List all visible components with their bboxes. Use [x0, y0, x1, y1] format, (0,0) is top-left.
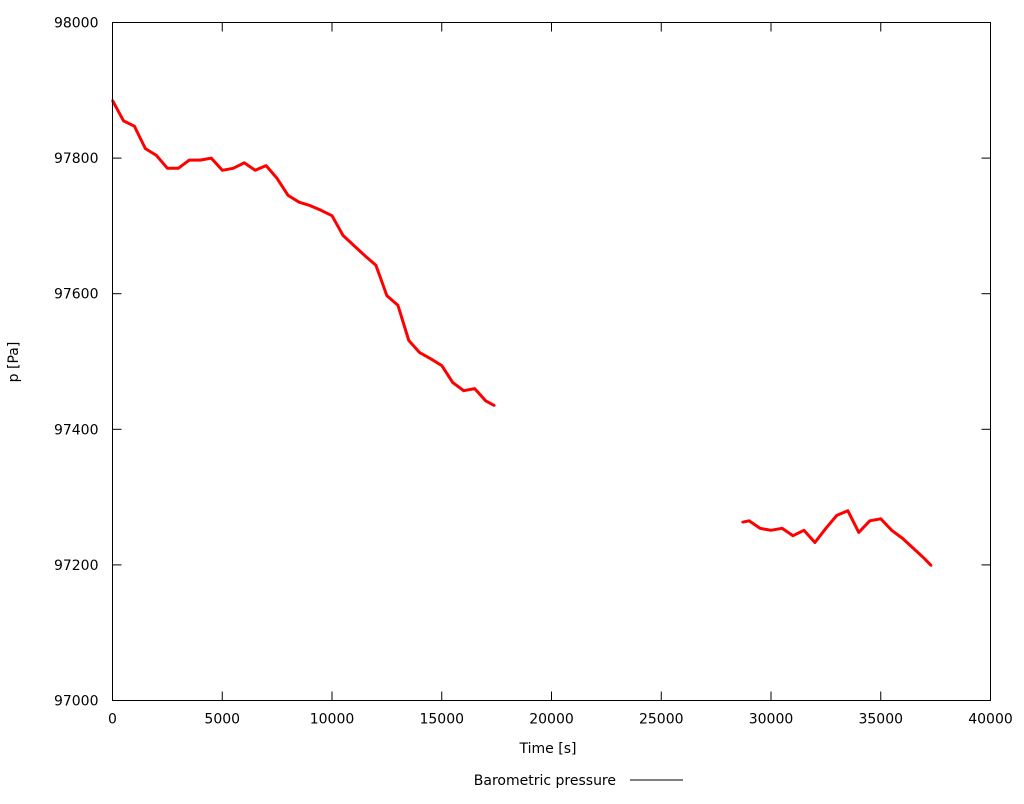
data-point [177, 167, 180, 170]
data-point [912, 547, 915, 550]
data-point [210, 156, 213, 160]
data-point [769, 529, 773, 532]
y-tick-label: 97200 [54, 558, 99, 574]
data-point [758, 527, 762, 530]
data-point [901, 537, 904, 540]
data-point [484, 399, 487, 403]
data-point [199, 158, 202, 162]
data-point [144, 147, 147, 150]
y-tick-label: 97600 [54, 287, 99, 303]
x-tick-label: 15000 [419, 712, 464, 728]
series-line-segment-1 [111, 99, 496, 407]
x-tick-label: 0 [108, 712, 117, 728]
data-point [308, 204, 312, 207]
data-point [122, 119, 125, 123]
legend-label: Barometric pressure [474, 773, 616, 789]
data-point [868, 519, 871, 523]
x-tick-label: 40000 [968, 712, 1013, 728]
data-point [440, 364, 443, 367]
data-point [166, 167, 169, 170]
data-point [407, 339, 411, 342]
data-point [155, 154, 158, 157]
data-point [133, 125, 136, 128]
data-point [253, 169, 257, 172]
x-tick-label: 25000 [639, 712, 684, 728]
x-axis-label: Time [s] [519, 741, 577, 757]
data-point [330, 214, 334, 217]
data-point [352, 244, 356, 247]
data-point [741, 520, 744, 524]
data-point [297, 200, 301, 204]
data-point [243, 161, 246, 165]
data-point [341, 234, 345, 237]
y-tick-label: 97000 [54, 694, 99, 710]
data-point [462, 389, 465, 392]
data-point [813, 541, 817, 544]
y-axis-label: p [Pa] [6, 342, 22, 383]
data-point [846, 509, 850, 512]
data-point [221, 169, 224, 172]
data-point [319, 209, 323, 212]
series-layer [111, 99, 933, 567]
x-tick-label: 10000 [310, 712, 355, 728]
x-tick-label: 35000 [858, 712, 903, 728]
data-point [930, 564, 933, 567]
data-point [264, 164, 268, 167]
y-tick-label: 97400 [54, 422, 99, 438]
data-point [385, 294, 389, 297]
plot-frame [112, 22, 991, 701]
data-point [232, 167, 235, 170]
data-point [879, 517, 882, 520]
data-point [451, 381, 454, 384]
data-point [835, 514, 839, 517]
data-point [857, 531, 860, 534]
x-tick-label: 20000 [529, 712, 574, 728]
data-point [824, 527, 828, 530]
data-point [802, 529, 806, 532]
data-point [493, 404, 496, 407]
legend: Barometric pressure [474, 773, 683, 789]
y-tick-label: 98000 [54, 16, 99, 32]
data-point [923, 557, 926, 560]
data-point [275, 177, 279, 180]
x-tick-label: 30000 [749, 712, 794, 728]
data-point [188, 158, 191, 162]
data-point [890, 529, 893, 532]
data-point [374, 264, 378, 267]
x-tick-label: 5000 [204, 712, 240, 728]
data-point [418, 351, 421, 354]
data-point [286, 194, 290, 197]
data-point [791, 534, 795, 537]
axis-ticks: 0 5000 10000 15000 20000 25000 30000 35000 40000… [54, 16, 1013, 728]
y-tick-label: 97800 [54, 151, 99, 167]
data-point [429, 357, 432, 360]
data-point [473, 387, 476, 390]
data-point [780, 527, 784, 530]
data-point [363, 254, 367, 257]
data-point [747, 519, 751, 523]
data-point [396, 304, 400, 307]
